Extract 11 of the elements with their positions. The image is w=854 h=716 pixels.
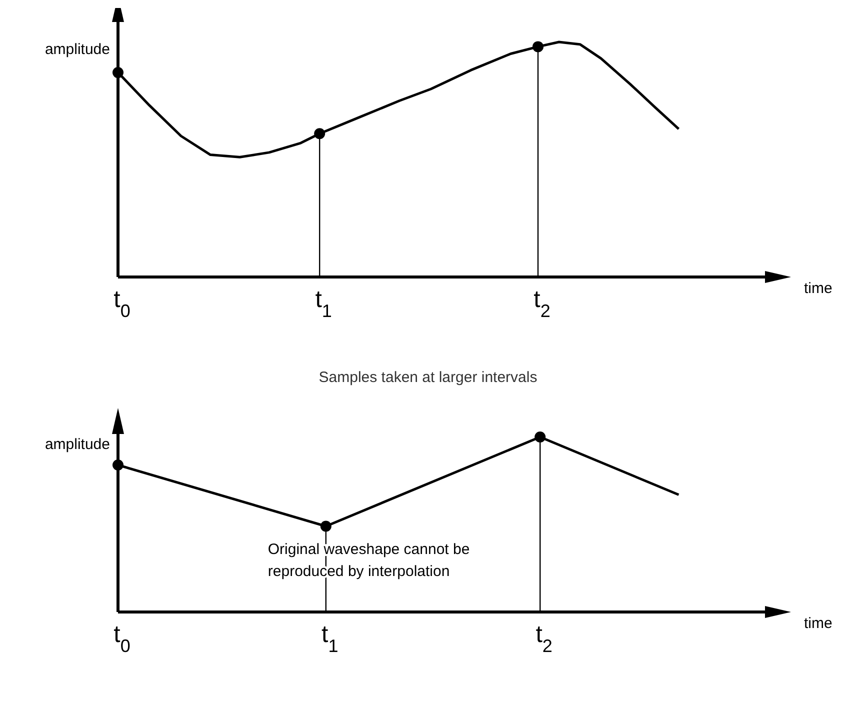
x-tick-label: t$_{0}$ xyxy=(114,621,130,656)
x-axis-title: time xyxy=(804,615,832,632)
chart-title: Samples taken at larger intervals xyxy=(318,369,538,386)
x-tick-label: t$_{1}$ xyxy=(322,621,338,656)
x-tick-label: t$_{1}$ xyxy=(315,286,332,321)
y-axis-title: amplitude xyxy=(44,41,110,58)
x-tick-label: t$_{0}$ xyxy=(114,286,130,321)
x-tick-label: t$_{2}$ xyxy=(536,621,552,656)
x-tick-label: t$_{2}$ xyxy=(534,286,550,321)
y-axis-title: amplitude xyxy=(44,436,110,453)
x-axis-title: time xyxy=(804,280,832,297)
